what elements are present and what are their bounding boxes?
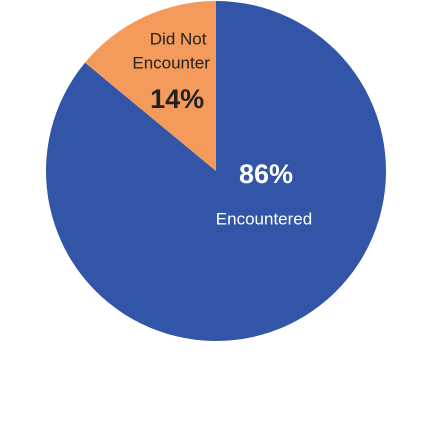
pie-slice — [45, 1, 386, 342]
slice-value-label: 14% — [150, 84, 204, 114]
slice-category-label: Encountered — [216, 209, 312, 228]
slice-category-label: Did Not Encounter — [132, 30, 210, 73]
slice-value-label: 86% — [239, 159, 293, 189]
label-line: Did Not — [150, 30, 207, 49]
label-line: Encounter — [132, 54, 210, 73]
pie-slice — [85, 1, 216, 171]
